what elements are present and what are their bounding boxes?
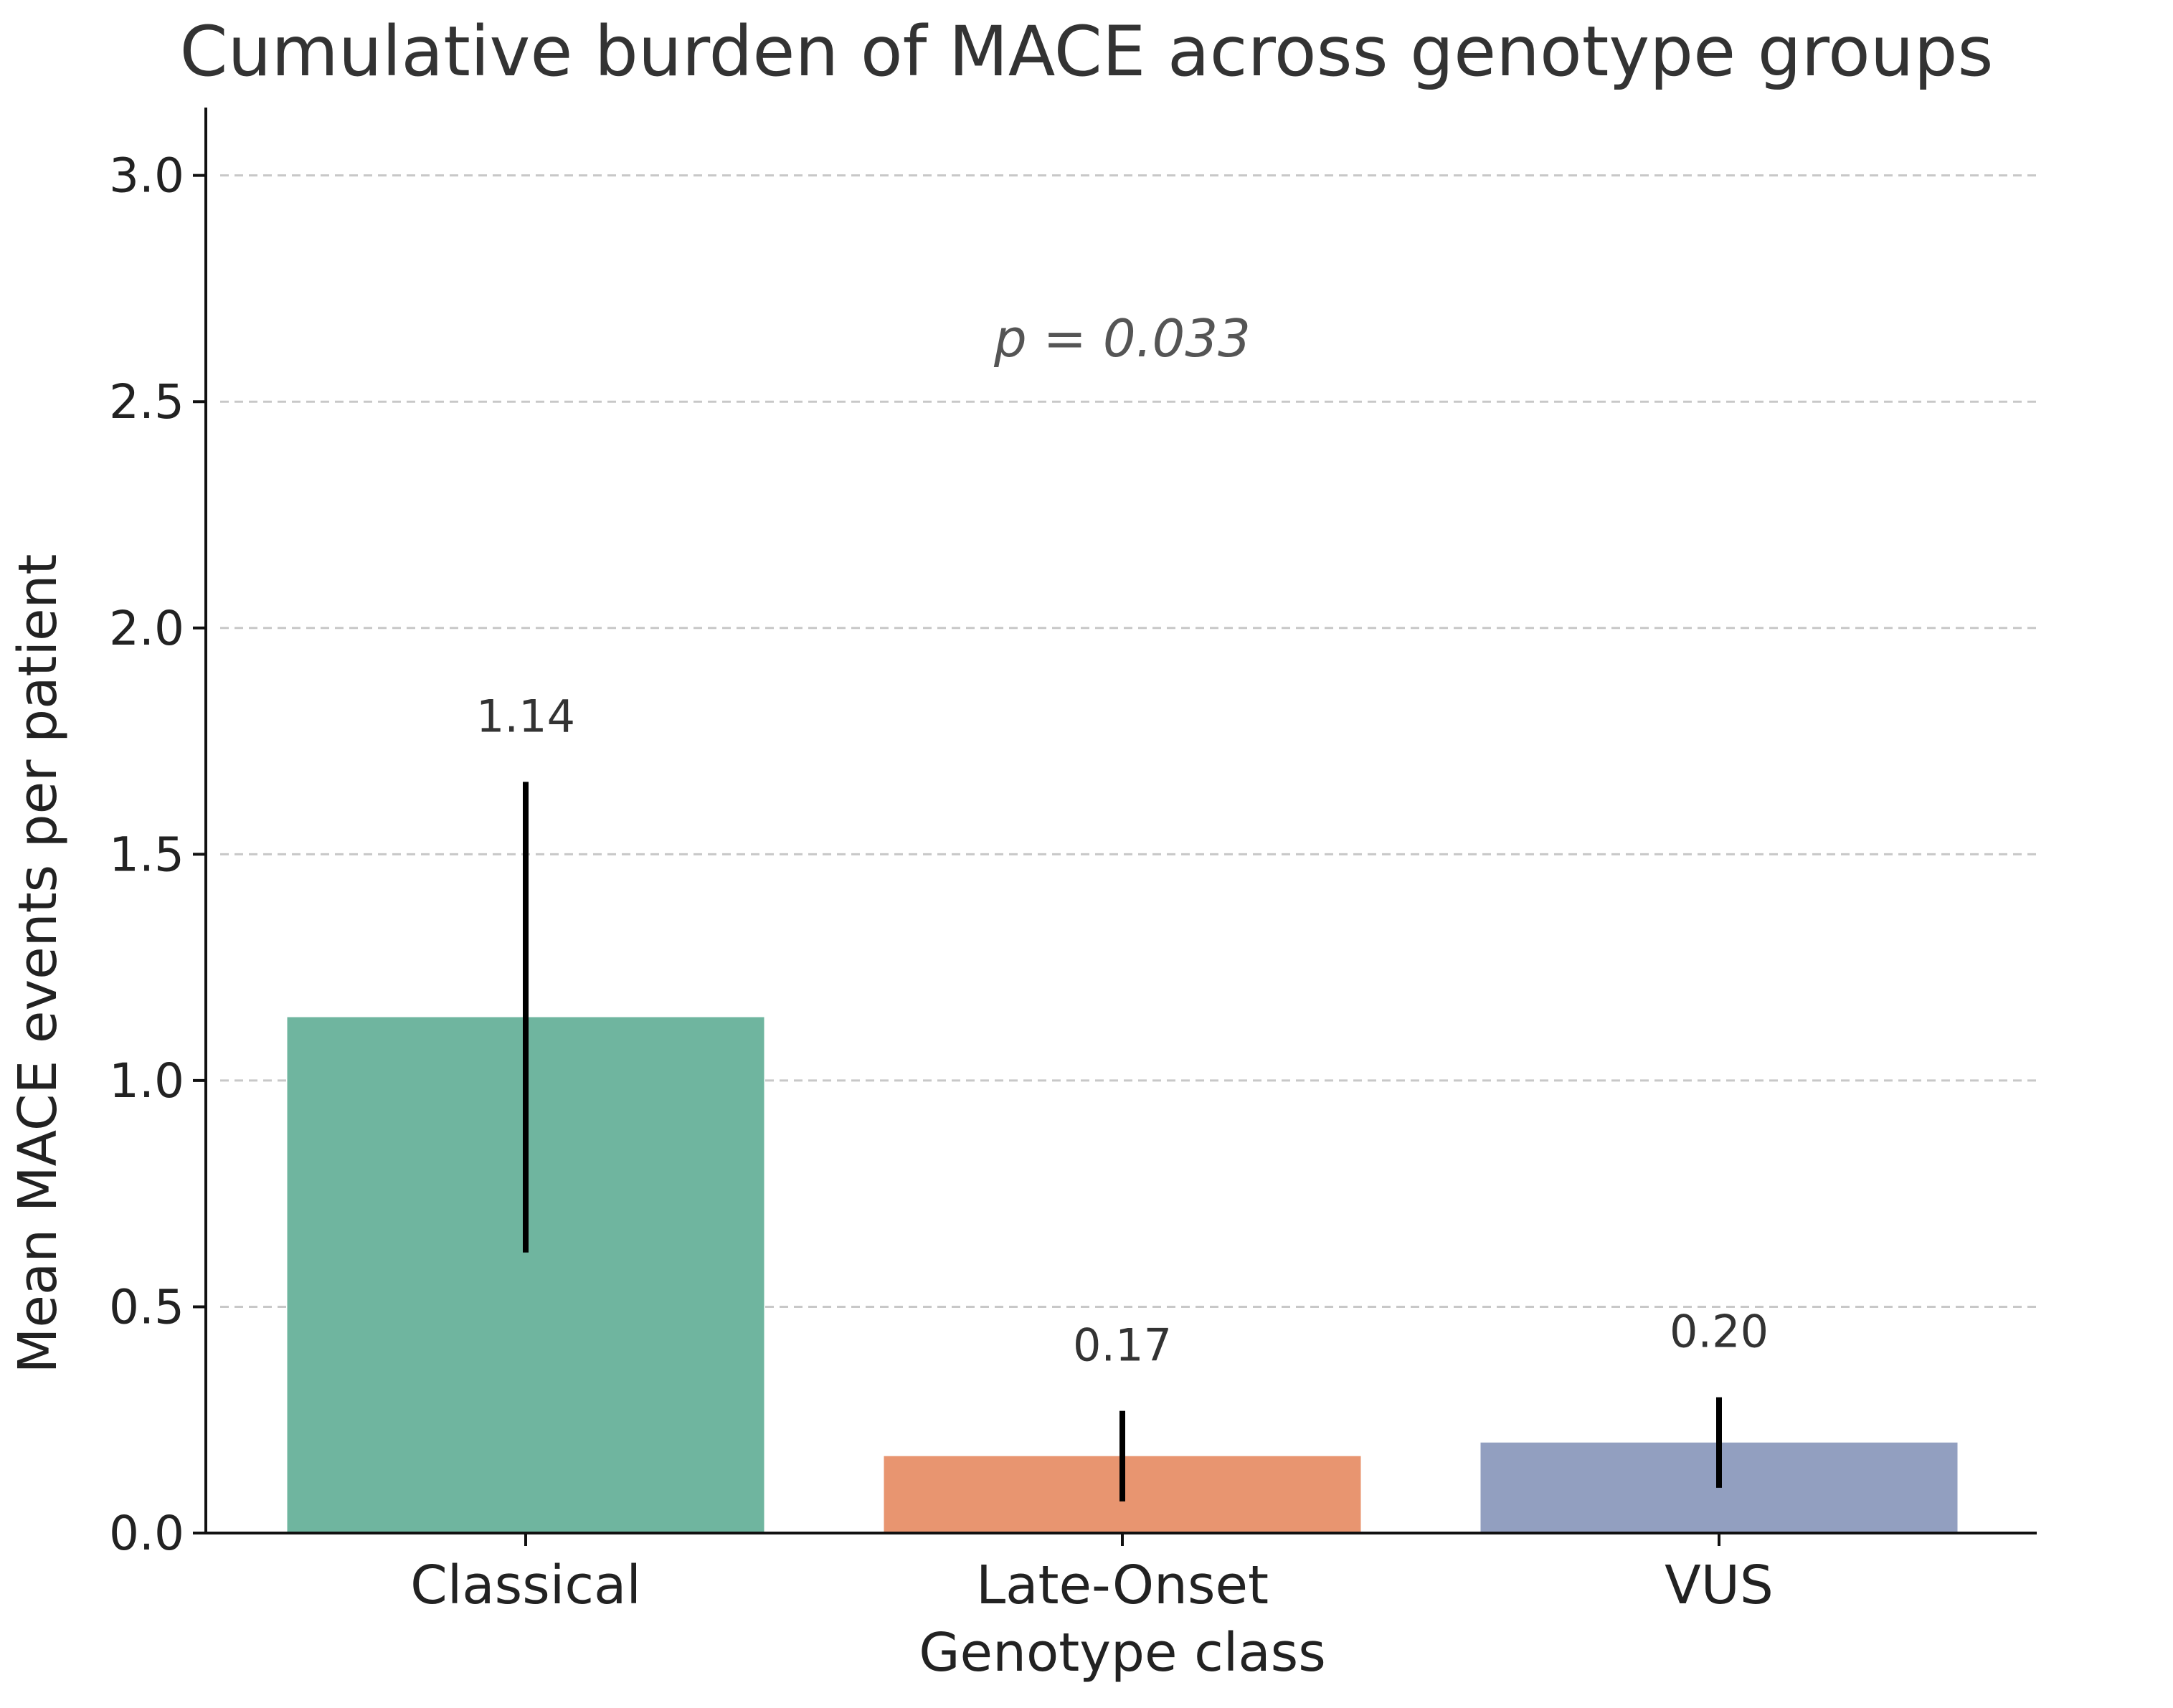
y-tick-label: 3.0 bbox=[109, 148, 184, 204]
value-label: 0.17 bbox=[1073, 1319, 1172, 1372]
value-label: 1.14 bbox=[476, 690, 575, 742]
value-label: 0.20 bbox=[1670, 1306, 1769, 1358]
p-value-annotation: p = 0.033 bbox=[993, 308, 1251, 369]
y-tick-label: 0.5 bbox=[109, 1279, 184, 1334]
y-tick-label: 2.0 bbox=[109, 601, 184, 656]
x-tick-label: VUS bbox=[1665, 1555, 1774, 1616]
labels: 0.0 0.5 1.0 1.5 2.0 2.5 3.0 1.14 Classical 0.17 La… bbox=[109, 148, 1774, 1616]
chart-title: Cumulative burden of MACE across genotyp… bbox=[179, 11, 1993, 92]
y-tick-label: 0.0 bbox=[109, 1506, 184, 1561]
bars bbox=[287, 782, 1958, 1533]
y-tick-label: 1.5 bbox=[109, 827, 184, 882]
x-tick-label: Classical bbox=[410, 1555, 641, 1616]
y-tick-label: 1.0 bbox=[109, 1053, 184, 1109]
x-axis-title: Genotype class bbox=[919, 1622, 1326, 1684]
y-axis-title: Mean MACE events per patient bbox=[7, 554, 69, 1374]
x-tick-label: Late-Onset bbox=[976, 1555, 1269, 1616]
axes bbox=[193, 108, 2037, 1546]
y-tick-label: 2.5 bbox=[109, 374, 184, 430]
